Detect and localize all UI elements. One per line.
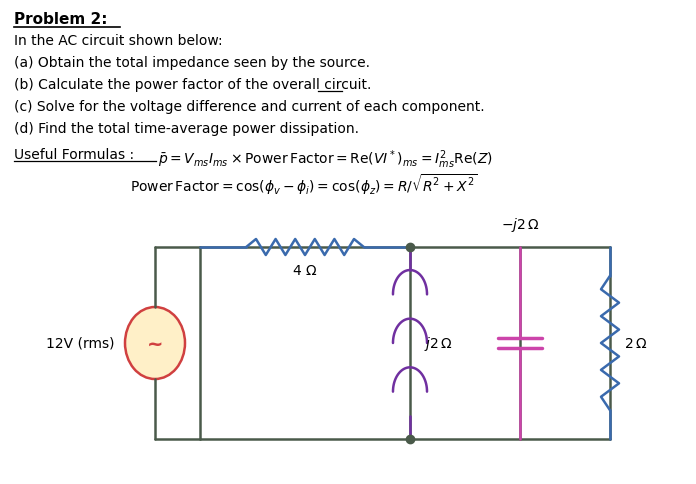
Text: $\bar{p} = V_{ms}I_{ms}\times\mathrm{Power\,Factor}=\mathrm{Re}(VI^*)_{ms}=I^2_{: $\bar{p} = V_{ms}I_{ms}\times\mathrm{Pow… (158, 148, 493, 170)
Text: $-j2\,\Omega$: $-j2\,\Omega$ (500, 215, 539, 233)
Text: $2\,\Omega$: $2\,\Omega$ (624, 336, 647, 350)
Text: $\mathrm{Power\,Factor}=\cos(\phi_v-\phi_i)=\cos(\phi_z)=R/\sqrt{R^2+X^2}$: $\mathrm{Power\,Factor}=\cos(\phi_v-\phi… (130, 172, 477, 197)
Text: (c) Solve for the voltage difference and current of each component.: (c) Solve for the voltage difference and… (14, 100, 484, 114)
Text: $j2\,\Omega$: $j2\,\Omega$ (424, 334, 452, 352)
Ellipse shape (125, 307, 185, 379)
Text: 12V (rms): 12V (rms) (47, 336, 115, 350)
Text: (a) Obtain the total impedance seen by the source.: (a) Obtain the total impedance seen by t… (14, 56, 370, 70)
Text: 4 $\Omega$: 4 $\Omega$ (292, 263, 317, 277)
Text: Problem 2:: Problem 2: (14, 12, 107, 27)
Text: (b) Calculate the power factor of the overall circuit.: (b) Calculate the power factor of the ov… (14, 78, 372, 92)
Text: (d) Find the total time-average power dissipation.: (d) Find the total time-average power di… (14, 122, 359, 136)
Text: ~: ~ (147, 334, 164, 353)
Text: Useful Formulas :: Useful Formulas : (14, 148, 134, 162)
Text: In the AC circuit shown below:: In the AC circuit shown below: (14, 34, 223, 48)
